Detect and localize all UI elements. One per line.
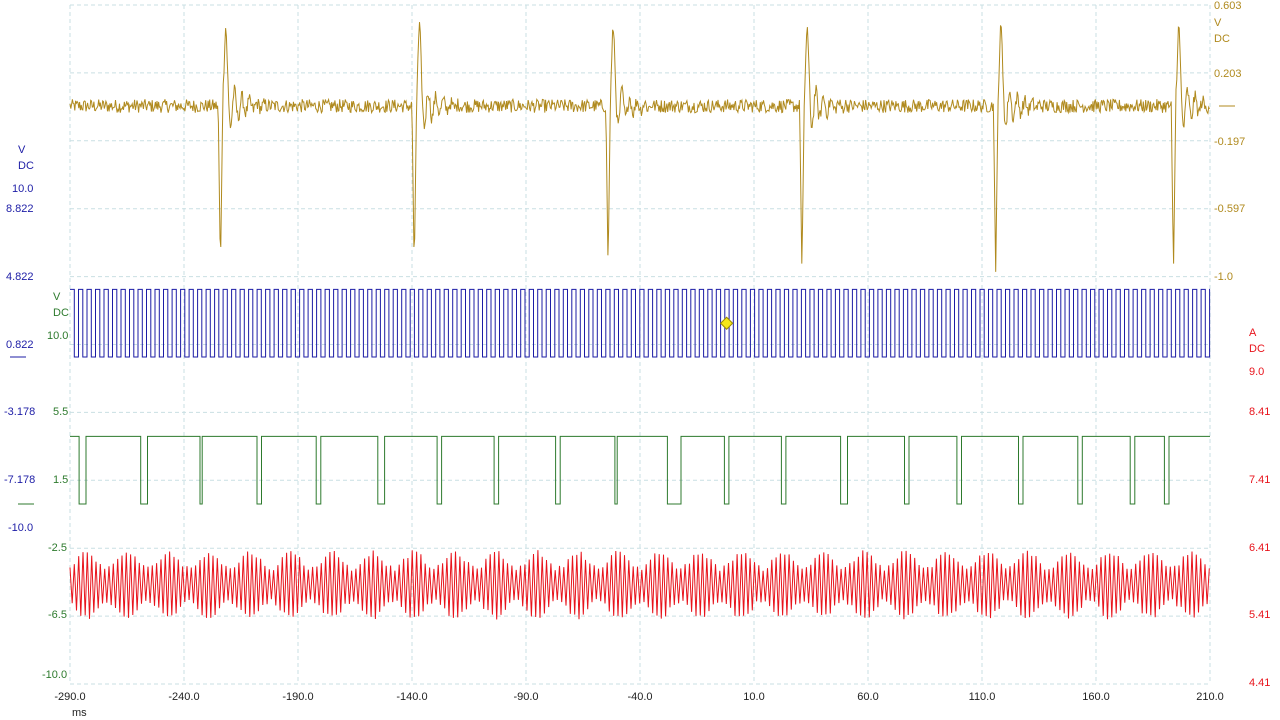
green-tick-label: 5.5	[53, 406, 68, 418]
green-coupling-label: DC	[53, 307, 69, 319]
red-tick-label: 7.41	[1249, 474, 1270, 486]
red-unit-label: A	[1249, 327, 1257, 339]
gold-tick-label: -0.597	[1214, 203, 1245, 215]
gold-coupling-label: DC	[1214, 33, 1230, 45]
green-tick-label: -2.5	[48, 542, 67, 554]
x-tick-label: -40.0	[627, 691, 652, 703]
blue-tick-label: -7.178	[4, 474, 35, 486]
green-tick-label: -6.5	[48, 609, 67, 621]
red-tick-label: 8.41	[1249, 406, 1270, 418]
blue-tick-label: -10.0	[8, 522, 33, 534]
yellow-diamond-marker[interactable]	[719, 316, 734, 330]
gold-voltage-trace	[69, 22, 1210, 272]
red-current-trace	[69, 550, 1210, 620]
blue-tick-label: -3.178	[4, 406, 35, 418]
blue-tick-label: 0.822	[6, 339, 34, 351]
blue-coupling-label: DC	[18, 160, 34, 172]
green-tick-label: 1.5	[53, 474, 68, 486]
blue-tick-label: 4.822	[6, 271, 34, 283]
x-tick-label: 60.0	[857, 691, 878, 703]
gold-tick-label: -1.0	[1214, 271, 1233, 283]
green-unit-label: V	[53, 291, 61, 303]
green-tick-label: -10.0	[42, 669, 67, 681]
blue-voltage-trace	[70, 288, 1211, 358]
x-tick-label: 10.0	[743, 691, 764, 703]
red-tick-label: 4.41	[1249, 677, 1270, 689]
red-tick-label: 5.41	[1249, 609, 1270, 621]
gold-tick-label: -0.197	[1214, 136, 1245, 148]
green-tick-label: 10.0	[47, 330, 68, 342]
x-tick-label: -290.0	[54, 691, 85, 703]
x-axis: -290.0 -240.0 -190.0 -140.0 -90.0 -40.0 10.0 60…	[54, 691, 1223, 703]
blue-unit-label: V	[18, 144, 26, 156]
red-tick-label: 9.0	[1249, 366, 1264, 378]
red-coupling-label: DC	[1249, 343, 1265, 355]
gold-tick-label: 0.603	[1214, 0, 1242, 12]
x-tick-label: -190.0	[282, 691, 313, 703]
gold-tick-label: 0.203	[1214, 68, 1242, 80]
gold-unit-label: V	[1214, 17, 1222, 29]
x-tick-label: -240.0	[168, 691, 199, 703]
green-voltage-trace	[70, 435, 1210, 505]
red-tick-label: 6.41	[1249, 542, 1270, 554]
blue-tick-label: 8.822	[6, 203, 34, 215]
blue-tick-label: 10.0	[12, 183, 33, 195]
x-tick-label: 160.0	[1082, 691, 1110, 703]
x-tick-label: 110.0	[969, 691, 996, 703]
x-tick-label: 210.0	[1196, 691, 1224, 703]
x-tick-label: -90.0	[513, 691, 538, 703]
x-tick-label: -140.0	[396, 691, 427, 703]
x-axis-unit: ms	[72, 707, 87, 719]
